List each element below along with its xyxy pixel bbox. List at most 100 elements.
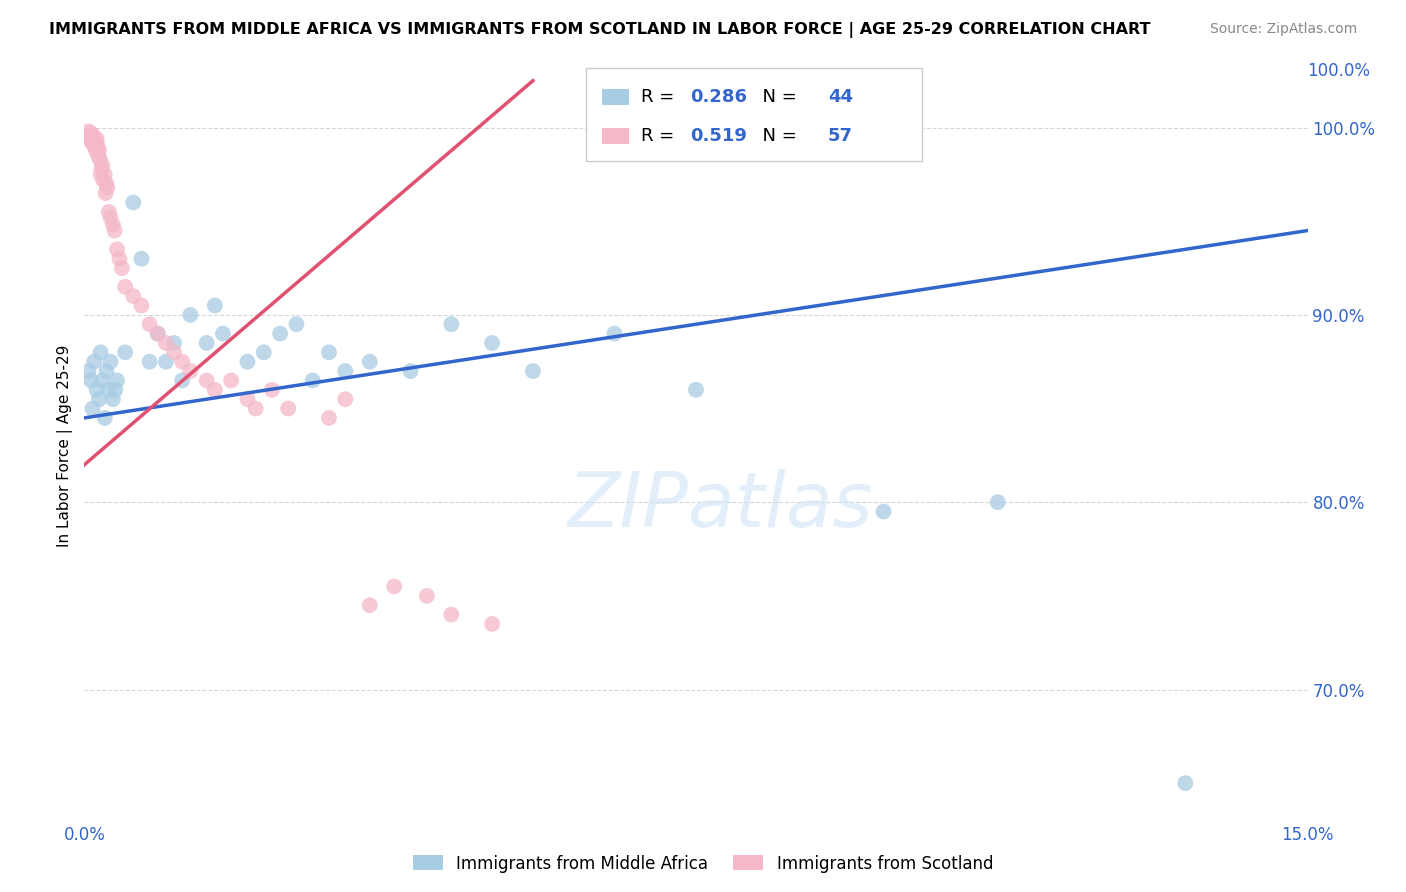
Point	[179, 308, 201, 322]
Point	[236, 392, 259, 407]
Point	[80, 374, 103, 388]
Point	[86, 383, 108, 397]
Point	[82, 401, 104, 416]
Point	[204, 383, 226, 397]
Point	[82, 128, 104, 142]
Point	[301, 374, 323, 388]
Y-axis label: In Labor Force | Age 25-29: In Labor Force | Age 25-29	[56, 345, 73, 547]
Point	[86, 139, 108, 153]
Point	[138, 355, 160, 369]
Point	[77, 364, 100, 378]
Text: ZIPatlas: ZIPatlas	[568, 469, 873, 543]
Text: R =: R =	[641, 127, 681, 145]
Point	[87, 149, 110, 163]
Point	[987, 495, 1010, 509]
Point	[138, 318, 160, 332]
Text: N =: N =	[751, 88, 803, 106]
Point	[155, 355, 177, 369]
FancyBboxPatch shape	[602, 128, 628, 145]
Point	[84, 139, 107, 153]
Point	[96, 364, 118, 378]
Point	[260, 383, 283, 397]
Point	[82, 136, 104, 150]
Point	[100, 355, 122, 369]
Point	[399, 364, 422, 378]
Point	[481, 336, 503, 351]
Point	[111, 261, 134, 276]
Point	[172, 374, 194, 388]
Text: 0.519: 0.519	[690, 127, 747, 145]
Point	[685, 383, 707, 397]
Point	[86, 132, 108, 146]
Point	[91, 158, 114, 172]
Point	[440, 607, 463, 622]
Point	[94, 186, 117, 201]
Point	[84, 143, 107, 157]
Point	[172, 355, 194, 369]
Point	[77, 124, 100, 138]
Point	[79, 132, 101, 146]
Point	[318, 410, 340, 425]
Point	[155, 336, 177, 351]
Point	[440, 318, 463, 332]
Text: R =: R =	[641, 88, 681, 106]
Point	[359, 599, 381, 613]
Point	[481, 617, 503, 632]
Point	[416, 589, 439, 603]
Point	[195, 336, 218, 351]
Point	[90, 345, 112, 359]
Point	[83, 134, 105, 148]
Point	[872, 505, 894, 519]
Point	[77, 130, 100, 145]
Point	[163, 336, 186, 351]
Point	[108, 252, 131, 266]
Point	[114, 345, 136, 359]
Point	[114, 280, 136, 294]
Point	[382, 580, 405, 594]
Point	[236, 355, 259, 369]
Point	[359, 355, 381, 369]
Point	[80, 126, 103, 140]
Point	[90, 161, 112, 176]
Point	[204, 299, 226, 313]
Point	[82, 137, 104, 152]
Point	[93, 168, 115, 182]
Point	[105, 243, 128, 257]
Point	[80, 130, 103, 145]
Point	[131, 252, 153, 266]
Point	[96, 177, 118, 191]
Point	[103, 224, 125, 238]
Point	[179, 364, 201, 378]
Point	[212, 326, 235, 341]
Text: 0.286: 0.286	[690, 88, 747, 106]
Legend: Immigrants from Middle Africa, Immigrants from Scotland: Immigrants from Middle Africa, Immigrant…	[406, 848, 1000, 880]
Point	[219, 374, 242, 388]
FancyBboxPatch shape	[586, 68, 922, 161]
Point	[285, 318, 308, 332]
Point	[89, 153, 111, 167]
Point	[603, 326, 626, 341]
Point	[101, 392, 124, 407]
Point	[253, 345, 276, 359]
Point	[91, 173, 114, 187]
Point	[100, 211, 122, 225]
Point	[146, 326, 169, 341]
Point	[131, 299, 153, 313]
Text: 100.0%: 100.0%	[1308, 62, 1371, 80]
Point	[101, 218, 124, 232]
Point	[146, 326, 169, 341]
Point	[522, 364, 544, 378]
Text: 44: 44	[828, 88, 853, 106]
Point	[97, 383, 120, 397]
Text: N =: N =	[751, 127, 803, 145]
Point	[80, 134, 103, 148]
Point	[1174, 776, 1197, 790]
Point	[87, 392, 110, 407]
Point	[335, 364, 357, 378]
Point	[318, 345, 340, 359]
Text: Source: ZipAtlas.com: Source: ZipAtlas.com	[1209, 22, 1357, 37]
Point	[104, 383, 127, 397]
Point	[93, 410, 115, 425]
Point	[163, 345, 186, 359]
Point	[122, 195, 145, 210]
